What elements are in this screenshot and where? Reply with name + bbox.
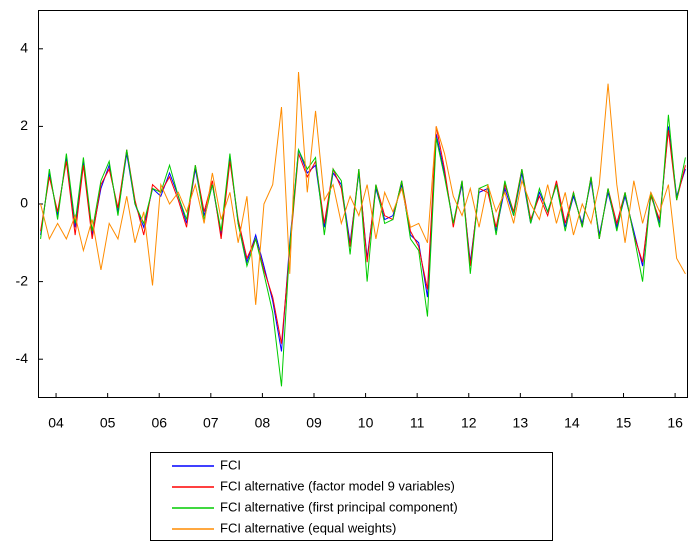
y-tick-label: 4: [20, 40, 28, 56]
series-line: [40, 114, 686, 387]
legend-box: [150, 452, 553, 541]
x-tick-label: 05: [100, 415, 116, 431]
x-tick-label: 08: [255, 415, 271, 431]
series-line: [40, 126, 686, 352]
y-tick-label: -4: [16, 350, 29, 366]
y-tick-label: 2: [20, 117, 28, 133]
x-tick-label: 12: [461, 415, 477, 431]
y-tick-label: -2: [16, 272, 29, 288]
x-tick-label: 14: [564, 415, 580, 431]
legend-label: FCI alternative (factor model 9 variable…: [220, 478, 455, 493]
x-tick-label: 09: [306, 415, 322, 431]
x-tick-label: 11: [410, 415, 425, 431]
y-tick-label: 0: [20, 195, 28, 211]
x-tick-label: 07: [203, 415, 219, 431]
legend: FCI FCI alternative (factor model 9 varia…: [150, 452, 553, 541]
x-tick-label: 04: [48, 415, 64, 431]
legend-label: FCI alternative (equal weights): [220, 520, 396, 535]
x-tick-label: 16: [667, 415, 683, 431]
x-tick-label: 10: [358, 415, 374, 431]
legend-label: FCI alternative (first principal compone…: [220, 499, 458, 514]
x-tick-label: 15: [616, 415, 632, 431]
legend-label: FCI: [220, 457, 241, 472]
x-tick-label: 06: [151, 415, 167, 431]
x-tick-label: 13: [513, 415, 529, 431]
series-line: [40, 72, 686, 305]
